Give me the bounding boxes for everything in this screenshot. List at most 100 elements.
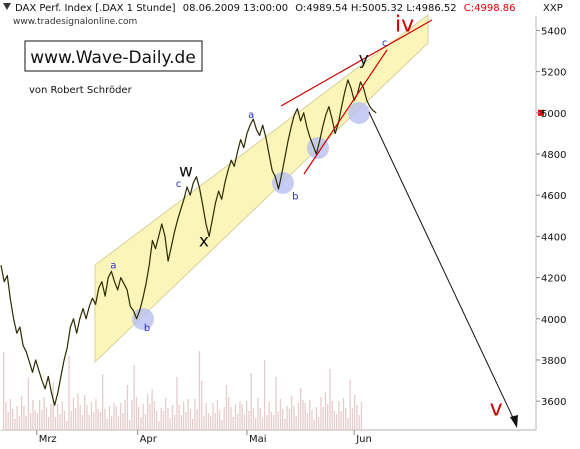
volume-bar: [50, 404, 52, 430]
volume-bar: [248, 411, 250, 430]
volume-bar: [156, 411, 158, 430]
volume-bar: [113, 403, 115, 430]
wave-label: a: [248, 110, 254, 121]
volume-bar: [165, 398, 167, 430]
volume-bar: [7, 412, 9, 430]
volume-bar: [120, 403, 122, 430]
upper-trendline: [280, 19, 433, 107]
wave-label: w: [179, 162, 193, 182]
volume-bar: [34, 410, 36, 430]
volume-bar: [340, 411, 342, 430]
volume-bar: [322, 407, 324, 430]
volume-bar: [75, 408, 77, 430]
volume-bar: [239, 401, 241, 430]
volume-bar: [291, 396, 293, 430]
volume-bar: [345, 408, 347, 430]
y-tick-label: 5400: [541, 26, 566, 37]
site-name: www.Wave-Daily.de: [30, 48, 196, 68]
volume-bar: [129, 420, 131, 430]
volume-bar: [194, 399, 196, 430]
volume-bar: [237, 414, 239, 430]
volume-bar: [115, 406, 117, 430]
volume-bar: [225, 385, 228, 430]
volume-bar: [142, 404, 144, 430]
volume-bar: [288, 409, 291, 430]
volume-bar: [167, 408, 169, 430]
volume-bar: [16, 406, 18, 430]
volume-bar: [234, 404, 237, 430]
volume-bar: [151, 389, 153, 430]
volume-bar: [54, 417, 57, 430]
header-datetime: 08.06.2009 13:00:00: [183, 3, 288, 14]
y-tick-label: 4800: [541, 150, 566, 161]
volume-bar: [144, 414, 147, 430]
volume-bar: [126, 385, 129, 430]
volume-bar: [52, 382, 54, 430]
wave-label: c: [382, 38, 388, 49]
volume-bar: [25, 416, 27, 430]
volume-bar: [270, 412, 273, 430]
volume-bar: [273, 415, 275, 430]
x-tick-label: Jun: [355, 434, 372, 445]
volume-bar: [158, 421, 160, 430]
volume-bar: [79, 405, 81, 430]
volume-bar: [48, 417, 50, 430]
volume-bar: [243, 414, 246, 430]
volume-bar: [315, 407, 318, 430]
wave-label: c: [176, 179, 182, 190]
volume-bar: [180, 415, 183, 430]
volume-bar: [36, 413, 39, 430]
projection-arrow-head: [510, 415, 518, 428]
volume-bar: [282, 409, 284, 430]
header-instrument: DAX Perf. Index [.DAX 1 Stunde]: [15, 3, 176, 14]
volume-bar: [295, 416, 297, 430]
volume-bar: [302, 400, 304, 430]
close-price-marker: [538, 109, 544, 116]
volume-bar: [286, 406, 288, 430]
touch-circle-b1: [132, 308, 154, 330]
volume-bar: [196, 409, 198, 430]
volume-bar: [131, 400, 133, 430]
volume-bar: [255, 418, 257, 430]
y-tick-label: 4600: [541, 191, 566, 202]
volume-bar: [331, 401, 333, 430]
volume-bar: [277, 412, 279, 430]
volume-bar: [293, 406, 295, 430]
volume-bar: [210, 416, 212, 430]
volume-bar: [257, 398, 259, 430]
volume-bar: [133, 365, 135, 430]
volume-bar: [183, 402, 185, 430]
chart-header: DAX Perf. Index [.DAX 1 Stunde] 08.06.20…: [3, 3, 563, 27]
volume-bar: [246, 401, 248, 430]
volume-bar: [124, 400, 126, 430]
chart-header-text: DAX Perf. Index [.DAX 1 Stunde] 08.06.20…: [15, 3, 516, 14]
volume-bar: [138, 407, 140, 430]
volume-bar: [72, 398, 75, 430]
volume-bar: [212, 403, 214, 430]
volume-bar: [104, 409, 106, 430]
volume-bar: [162, 411, 165, 430]
volume-bar: [306, 413, 309, 430]
touch-circle-b2: [272, 172, 294, 194]
y-tick-label: 3800: [541, 356, 566, 367]
volume-bar: [117, 416, 120, 430]
volume-bar: [259, 408, 261, 430]
volume-bar: [153, 401, 156, 430]
volume-bar: [268, 402, 270, 430]
volume-bar: [135, 397, 138, 430]
volume-bar: [14, 419, 16, 430]
volume-bar: [90, 402, 93, 430]
volume-bar: [232, 417, 234, 430]
volume-bar: [219, 410, 221, 430]
volume-bar: [221, 420, 223, 430]
trend-channel: [94, 13, 429, 364]
volume-bar: [171, 405, 174, 430]
header-ohlc: O:4989.54 H:5005.32 L:4986.52: [295, 3, 456, 14]
volume-bar: [66, 421, 68, 430]
volume-bar: [207, 413, 210, 430]
volume-bar: [223, 407, 225, 430]
volume-bar: [23, 406, 25, 430]
volume-bar: [201, 381, 203, 430]
